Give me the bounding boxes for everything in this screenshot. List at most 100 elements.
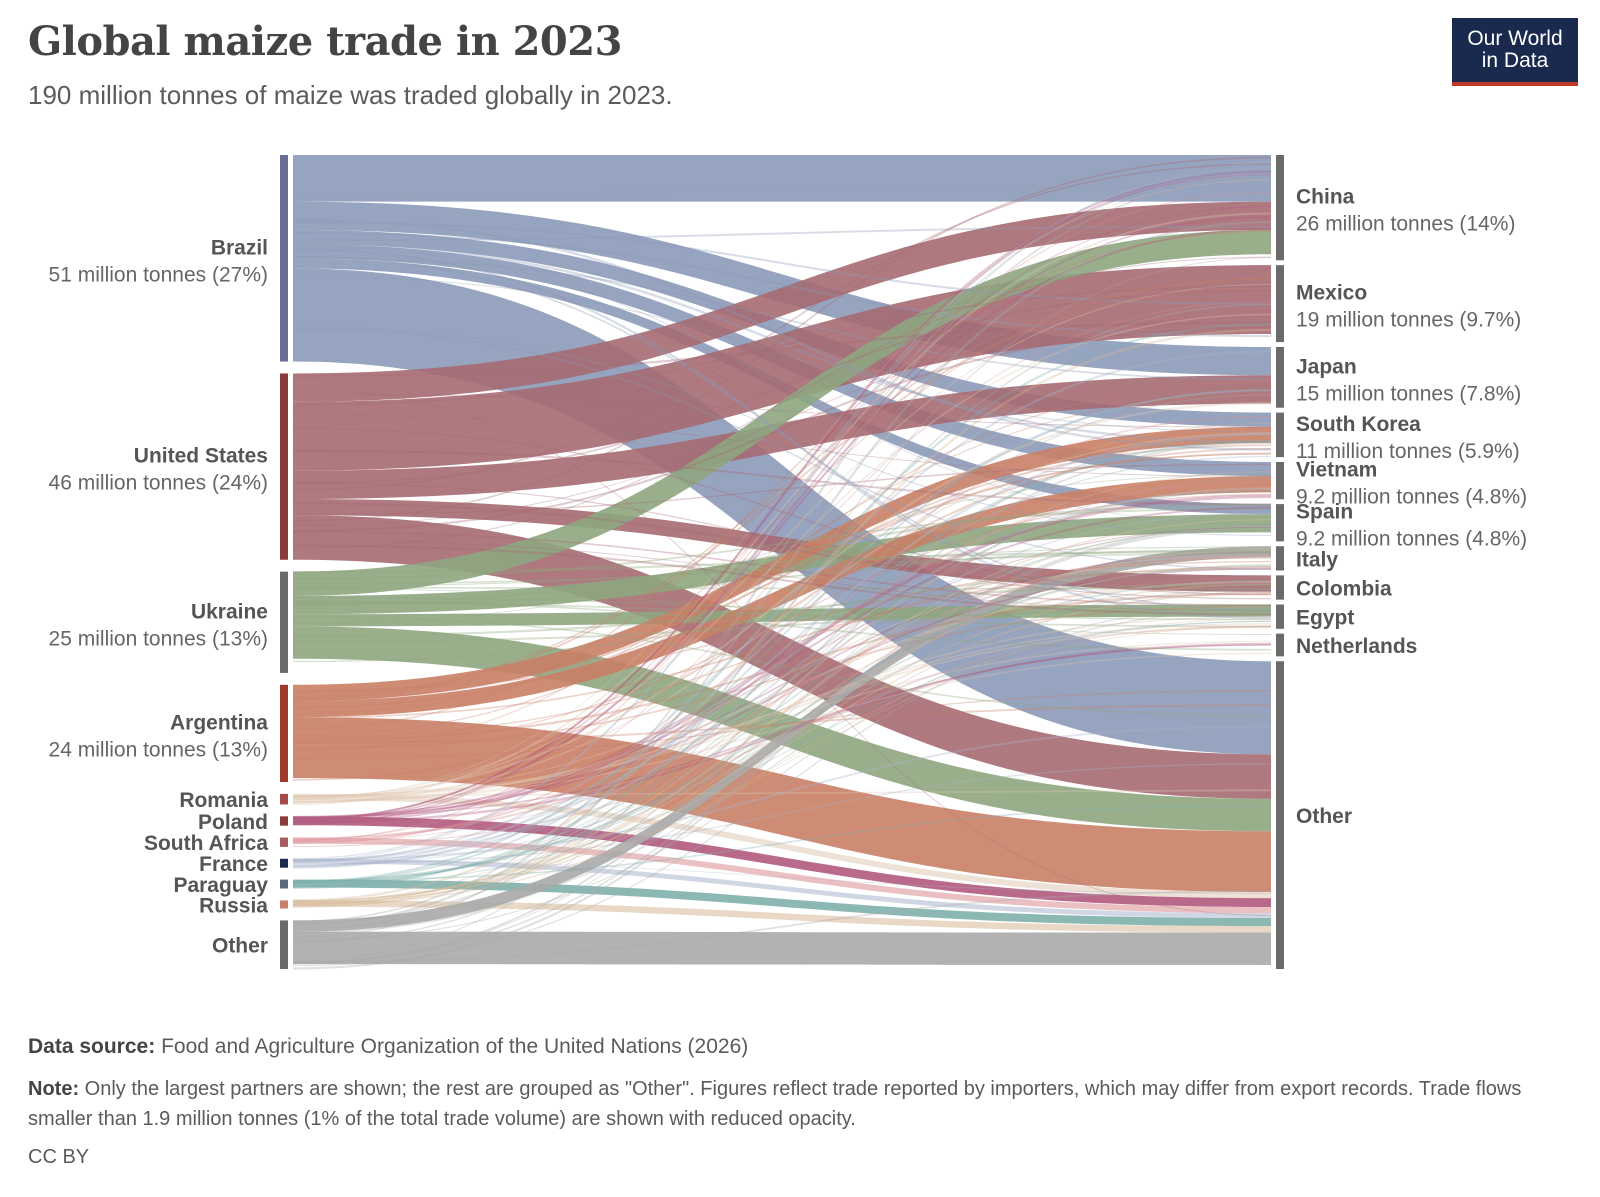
source-label: Data source:: [28, 1035, 156, 1058]
minor-flow: [292, 449, 1272, 506]
importer-bar-spain[interactable]: [1276, 504, 1284, 542]
minor-flow: [292, 526, 1272, 970]
flow-brazil-to-china[interactable]: [293, 155, 1271, 202]
exporter-bar-other[interactable]: [280, 920, 288, 969]
minor-flow: [292, 256, 1272, 549]
minor-flow: [292, 642, 1272, 824]
exporter-name-romania: Romania: [179, 789, 268, 812]
importer-bar-egypt[interactable]: [1276, 604, 1284, 629]
importer-bar-netherlands[interactable]: [1276, 633, 1284, 657]
exporter-bar-france[interactable]: [280, 858, 288, 868]
flow-france-to-other[interactable]: [293, 858, 1271, 918]
source-text: Food and Agriculture Organization of the…: [161, 1035, 749, 1058]
minor-flow: [292, 525, 1272, 904]
minor-flow: [292, 490, 1272, 887]
minor-flow: [292, 606, 1272, 941]
minor-flow: [292, 283, 1272, 799]
minor-flow: [292, 583, 1272, 902]
minor-flow: [292, 221, 1272, 306]
importer-value-spain: 9.2 million tonnes (4.8%): [1296, 528, 1527, 551]
exporter-bar-romania[interactable]: [280, 793, 288, 805]
importer-bar-vietnam[interactable]: [1276, 461, 1284, 500]
exporter-bar-paraguay[interactable]: [280, 879, 288, 889]
flow-united-states-to-other[interactable]: [293, 515, 1271, 799]
exporter-bar-ukraine[interactable]: [280, 571, 288, 673]
importer-bar-colombia[interactable]: [1276, 575, 1284, 600]
flow-ukraine-to-other[interactable]: [293, 626, 1271, 832]
minor-flow: [292, 471, 1272, 905]
flow-other-to-other[interactable]: [293, 931, 1271, 965]
exporter-bar-russia[interactable]: [280, 900, 288, 909]
exporter-value-brazil: 51 million tonnes (27%): [49, 263, 268, 286]
minor-flow: [292, 179, 1272, 800]
minor-flow: [292, 441, 1272, 965]
flow-united-states-to-mexico[interactable]: [293, 265, 1271, 471]
exporter-bar-south-africa[interactable]: [280, 837, 288, 847]
minor-flow: [292, 218, 1272, 451]
flow-united-states-to-china[interactable]: [293, 201, 1271, 402]
minor-flow: [292, 652, 1272, 802]
importer-bar-italy[interactable]: [1276, 546, 1284, 571]
minor-flow: [292, 591, 1272, 929]
minor-flow: [292, 439, 1272, 890]
minor-flow: [292, 583, 1272, 637]
flow-ukraine-to-egypt[interactable]: [293, 604, 1271, 627]
minor-flow: [292, 600, 1272, 651]
exporter-bar-brazil[interactable]: [280, 155, 288, 362]
minor-flow: [292, 444, 1272, 709]
minor-flow: [292, 246, 1272, 525]
exporter-bar-united-states[interactable]: [280, 373, 288, 560]
flow-poland-to-other[interactable]: [293, 816, 1271, 908]
minor-flow: [292, 763, 1272, 865]
minor-flow: [292, 596, 1272, 621]
minor-flow: [292, 389, 1272, 867]
minor-flow: [292, 186, 1272, 194]
flow-united-states-to-japan[interactable]: [293, 375, 1271, 500]
importer-value-japan: 15 million tonnes (7.8%): [1296, 382, 1521, 405]
minor-flow: [292, 257, 1272, 962]
minor-flow: [292, 220, 1272, 927]
importer-bar-south-korea[interactable]: [1276, 412, 1284, 458]
chart-title: Global maize trade in 2023: [28, 18, 622, 65]
exporter-name-poland: Poland: [198, 811, 268, 834]
flow-russia-to-other[interactable]: [293, 900, 1271, 933]
minor-flow: [292, 601, 1272, 628]
minor-flow: [292, 608, 1272, 643]
importer-value-south-korea: 11 million tonnes (5.9%): [1296, 440, 1520, 463]
flow-argentina-to-south-korea[interactable]: [293, 426, 1271, 702]
license[interactable]: CC BY: [28, 1146, 90, 1168]
importer-bar-mexico[interactable]: [1276, 265, 1284, 343]
flow-ukraine-to-china[interactable]: [293, 229, 1271, 596]
chart-subtitle: 190 million tonnes of maize was traded g…: [28, 80, 673, 110]
minor-flow: [292, 427, 1272, 596]
importer-name-netherlands: Netherlands: [1296, 635, 1417, 658]
importer-name-colombia: Colombia: [1296, 578, 1392, 601]
minor-flow: [292, 256, 1272, 381]
flow-united-states-to-colombia[interactable]: [293, 499, 1271, 592]
minor-flow: [292, 577, 1272, 843]
minor-flow: [292, 350, 1272, 864]
importer-bar-japan[interactable]: [1276, 346, 1284, 408]
flow-other-to-italy[interactable]: [293, 546, 1271, 932]
minor-flow: [292, 605, 1272, 750]
minor-flow: [292, 580, 1272, 803]
flow-argentina-to-other[interactable]: [293, 717, 1271, 893]
owid-logo[interactable]: Our World in Data: [1452, 18, 1578, 86]
flow-romania-to-other[interactable]: [293, 793, 1271, 899]
minor-flow: [292, 615, 1272, 803]
flow-brazil-to-south-korea[interactable]: [293, 229, 1271, 427]
minor-flow: [292, 620, 1272, 888]
flow-argentina-to-vietnam[interactable]: [293, 476, 1271, 718]
minor-flow: [292, 192, 1272, 842]
minor-flow: [292, 422, 1272, 903]
minor-flow: [292, 393, 1272, 428]
importer-bar-other[interactable]: [1276, 661, 1284, 969]
minor-flow: [292, 480, 1272, 843]
exporter-bar-argentina[interactable]: [280, 684, 288, 783]
exporter-bar-poland[interactable]: [280, 816, 288, 826]
minor-flow: [292, 496, 1272, 822]
minor-flow: [292, 230, 1272, 730]
importer-bar-china[interactable]: [1276, 155, 1284, 261]
flow-south-africa-to-other[interactable]: [293, 837, 1271, 914]
exporter-name-united-states: United States: [134, 445, 268, 468]
